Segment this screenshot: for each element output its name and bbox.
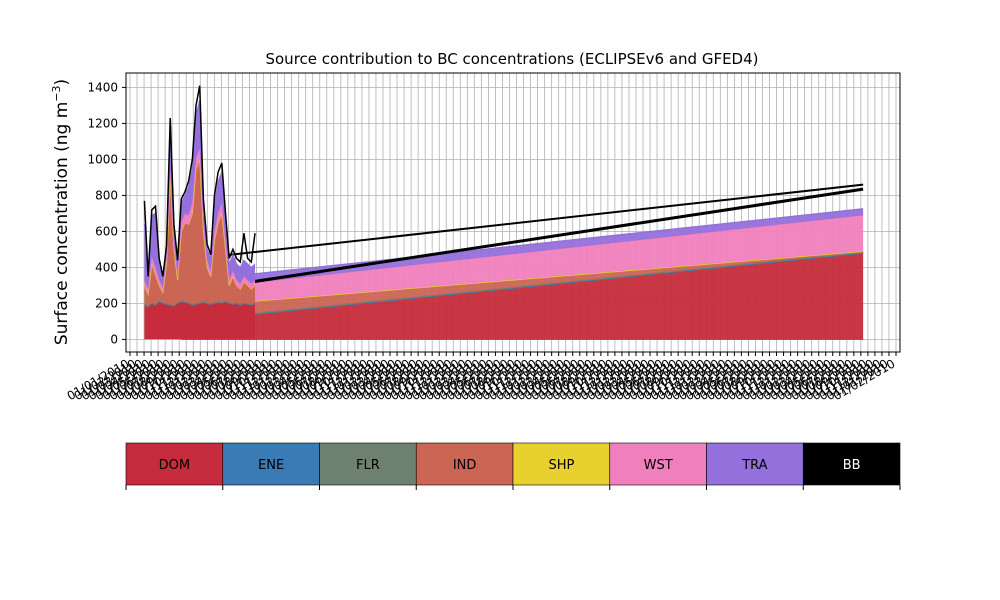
legend-swatch-shp bbox=[512, 442, 611, 486]
legend-swatch-dom bbox=[125, 442, 224, 486]
y-axis-label-main: Surface concentration (ng m bbox=[52, 102, 72, 345]
y-axis-label-superscript: −3 bbox=[50, 85, 63, 101]
series-areas bbox=[143, 85, 864, 340]
line-linear-bb bbox=[181, 183, 864, 262]
y-tick-label: 1400 bbox=[87, 80, 118, 94]
area-spiky-flr bbox=[144, 300, 255, 307]
legend-label-bb: BB bbox=[843, 458, 861, 473]
legend-swatch-flr bbox=[319, 442, 417, 486]
chart-title-group: Source contribution to BC concentrations… bbox=[265, 50, 758, 68]
legend-label-ene: ENE bbox=[258, 458, 284, 473]
legend-swatch-ind bbox=[415, 442, 514, 486]
y-tick-label: 1200 bbox=[87, 116, 118, 130]
y-axis-label: Surface concentration (ng m−3) bbox=[50, 79, 72, 345]
y-tick-label: 400 bbox=[95, 260, 118, 274]
x-ticks: 01/01/201001/02/201001/03/201001/04/2010… bbox=[65, 352, 898, 403]
legend-label-tra: TRA bbox=[741, 458, 767, 473]
y-ticks: 0 200 400 600 800 1000 1200 1400 bbox=[87, 80, 126, 346]
area-linear-wst bbox=[181, 215, 864, 307]
y-tick-label: 600 bbox=[95, 224, 118, 238]
legend-label-dom: DOM bbox=[159, 458, 190, 473]
area-linear-dom bbox=[181, 253, 864, 340]
area-linear-tra bbox=[181, 208, 864, 291]
area-spiky-dom bbox=[144, 301, 255, 340]
legend-swatch-tra bbox=[706, 442, 804, 486]
legend: DOM ENE FLR IND SHP WST TRA BB bbox=[125, 442, 901, 490]
area-linear-ind bbox=[181, 251, 864, 321]
y-tick-label: 200 bbox=[95, 296, 118, 310]
y-axis-label-group: Surface concentration (ng m−3) bbox=[50, 79, 72, 345]
y-tick-label: 800 bbox=[95, 188, 118, 202]
axes bbox=[125, 72, 901, 353]
plot-frame bbox=[125, 72, 901, 353]
y-tick-label: 0 bbox=[110, 332, 118, 346]
legend-swatch-ene bbox=[222, 442, 320, 486]
legend-label-flr: FLR bbox=[356, 458, 380, 473]
chart-title: Source contribution to BC concentrations… bbox=[265, 50, 758, 68]
legend-swatch-bb bbox=[802, 442, 901, 486]
legend-label-wst: WST bbox=[644, 458, 673, 473]
line-linear-bb-band bbox=[181, 187, 864, 295]
y-axis-label-suffix: ) bbox=[52, 79, 72, 86]
y-tick-label: 1000 bbox=[87, 152, 118, 166]
area-spiky-tra bbox=[144, 100, 255, 289]
line-spiky-bb bbox=[143, 85, 256, 277]
area-spiky-wst bbox=[144, 148, 255, 295]
legend-label-ind: IND bbox=[453, 458, 477, 473]
legend-label-shp: SHP bbox=[548, 458, 574, 473]
line-linear-tra bbox=[181, 208, 864, 283]
